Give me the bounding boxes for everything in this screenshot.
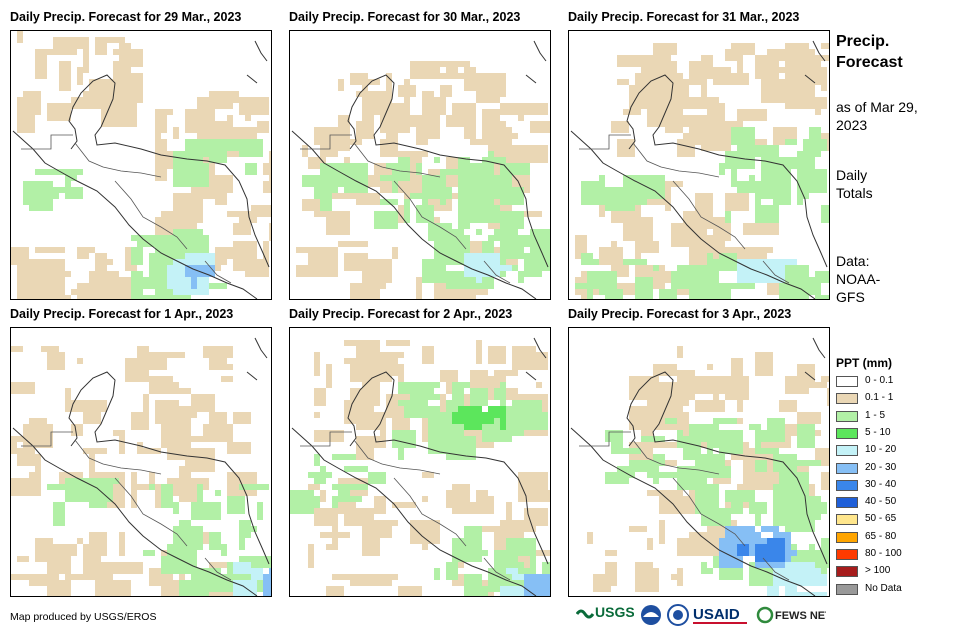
legend-title: PPT (mm) <box>836 356 893 370</box>
legend-label: 1 - 5 <box>865 409 886 421</box>
precip-map <box>10 327 272 597</box>
legend-item: 40 - 50 <box>836 495 956 511</box>
legend-swatch <box>836 445 858 457</box>
panel-title: Daily Precip. Forecast for 31 Mar., 2023 <box>568 10 800 24</box>
legend-swatch <box>836 583 858 595</box>
legend-label: 50 - 65 <box>865 513 897 525</box>
svg-text:USAID: USAID <box>693 606 740 623</box>
legend-label: No Data <box>865 582 902 594</box>
legend-item: 50 - 65 <box>836 512 956 528</box>
legend-item: 0 - 0.1 <box>836 374 956 390</box>
precip-map <box>10 30 272 300</box>
legend-swatch <box>836 462 858 474</box>
legend-item: 10 - 20 <box>836 443 956 459</box>
legend-label: > 100 <box>865 565 891 577</box>
svg-text:USGS: USGS <box>595 604 634 620</box>
logo-strip: USGS USAID FEWS NET <box>575 602 832 630</box>
precip-map <box>568 30 830 300</box>
legend-swatch <box>836 531 858 543</box>
daily-totals-label: Daily Totals <box>836 167 873 201</box>
legend-label: 0 - 0.1 <box>865 375 894 386</box>
legend-label: 5 - 10 <box>865 426 891 438</box>
noaa-logo <box>639 602 663 628</box>
legend-label: 40 - 50 <box>865 496 897 508</box>
sidebar-title: Precip. Forecast <box>836 33 903 71</box>
panel-title: Daily Precip. Forecast for 29 Mar., 2023 <box>10 10 242 24</box>
legend-swatch <box>836 549 858 560</box>
legend-item: 1 - 5 <box>836 409 956 425</box>
precip-map <box>568 327 830 597</box>
legend-item: > 100 <box>836 564 956 580</box>
legend-swatch <box>836 479 858 491</box>
legend-label: 80 - 100 <box>865 548 902 559</box>
fewsnet-logo: FEWS NET <box>756 602 832 628</box>
legend-label: 20 - 30 <box>865 461 897 473</box>
legend-item: 30 - 40 <box>836 478 956 494</box>
legend-swatch <box>836 427 858 439</box>
legend-swatch <box>836 514 858 526</box>
svg-text:FEWS NET: FEWS NET <box>775 610 826 622</box>
legend-swatch <box>836 376 858 387</box>
legend-label: 0.1 - 1 <box>865 392 894 404</box>
legend-item: 0.1 - 1 <box>836 391 956 407</box>
usgs-logo: USGS <box>575 602 635 628</box>
legend-label: 65 - 80 <box>865 530 897 542</box>
legend-item: 65 - 80 <box>836 530 956 546</box>
usaid-logo: USAID <box>692 602 754 628</box>
legend-item: 5 - 10 <box>836 426 956 442</box>
legend-swatch <box>836 566 858 578</box>
legend-item: 80 - 100 <box>836 547 956 563</box>
usda-seal-logo <box>666 602 690 628</box>
legend-swatch <box>836 497 858 509</box>
as-of-date: as of Mar 29, 2023 <box>836 99 918 133</box>
legend-item: No Data <box>836 582 956 598</box>
legend-item: 20 - 30 <box>836 461 956 477</box>
legend-label: 30 - 40 <box>865 478 897 490</box>
data-source: Data: NOAA-GFS <box>836 253 881 305</box>
map-credit: Map produced by USGS/EROS <box>10 611 157 623</box>
panel-title: Daily Precip. Forecast for 30 Mar., 2023 <box>289 10 521 24</box>
legend-swatch <box>836 393 858 405</box>
precip-map <box>289 30 551 300</box>
panel-title: Daily Precip. Forecast for 1 Apr., 2023 <box>10 307 234 321</box>
panel-title: Daily Precip. Forecast for 3 Apr., 2023 <box>568 307 792 321</box>
panel-title: Daily Precip. Forecast for 2 Apr., 2023 <box>289 307 513 321</box>
legend-label: 10 - 20 <box>865 444 897 456</box>
precip-map <box>289 327 551 597</box>
legend-swatch <box>836 410 858 422</box>
